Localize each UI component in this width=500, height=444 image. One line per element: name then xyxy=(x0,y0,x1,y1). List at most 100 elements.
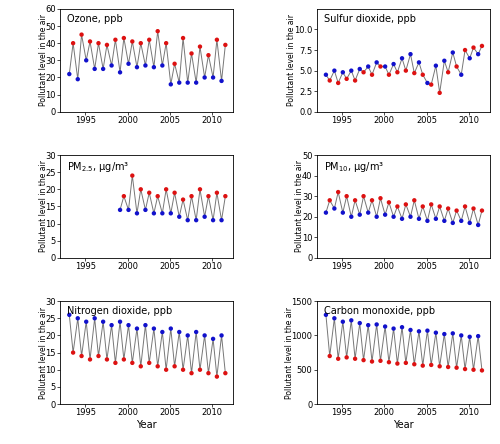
Point xyxy=(86,38,94,45)
Point xyxy=(415,59,423,66)
Point xyxy=(381,63,389,70)
Point xyxy=(360,357,368,364)
Point xyxy=(334,355,342,362)
Point xyxy=(449,330,457,337)
Point xyxy=(322,209,330,216)
Point xyxy=(424,217,432,224)
Point xyxy=(82,57,90,64)
Point xyxy=(154,28,162,35)
Point xyxy=(176,79,184,86)
Point xyxy=(427,201,435,208)
Point xyxy=(452,207,460,214)
Point xyxy=(342,75,350,83)
Point xyxy=(154,193,162,200)
Point xyxy=(196,186,204,193)
Y-axis label: Pollutant level in the air: Pollutant level in the air xyxy=(288,14,296,106)
Point xyxy=(444,364,452,371)
Point xyxy=(334,79,342,87)
Point xyxy=(474,333,482,340)
Point xyxy=(142,62,150,69)
Point xyxy=(457,332,465,339)
Point xyxy=(116,69,124,76)
Point xyxy=(200,213,208,220)
Point xyxy=(342,193,350,200)
Point xyxy=(390,60,398,67)
Point xyxy=(436,203,444,210)
Point xyxy=(158,62,166,69)
Point xyxy=(348,67,356,74)
Point xyxy=(176,213,184,220)
Point xyxy=(398,55,406,62)
Point xyxy=(432,62,440,69)
Point xyxy=(133,210,141,217)
Y-axis label: Pollutant level in the air: Pollutant level in the air xyxy=(285,307,294,399)
Point xyxy=(356,320,364,327)
Point xyxy=(78,353,86,360)
X-axis label: Year: Year xyxy=(393,420,413,430)
Point xyxy=(176,329,184,336)
Point xyxy=(94,40,102,47)
Point xyxy=(436,363,444,370)
Point xyxy=(192,329,200,336)
Point xyxy=(112,359,120,366)
Point xyxy=(192,79,200,86)
Point xyxy=(326,353,334,360)
Y-axis label: Pollutant level in the air: Pollutant level in the air xyxy=(38,160,48,253)
Point xyxy=(120,35,128,42)
Point xyxy=(339,318,347,325)
Point xyxy=(128,172,136,179)
Point xyxy=(342,354,350,361)
Point xyxy=(213,36,221,44)
Point xyxy=(461,47,469,54)
Y-axis label: Pollutant level in the air: Pollutant level in the air xyxy=(38,307,48,399)
Text: Nitrogen dioxide, ppb: Nitrogen dioxide, ppb xyxy=(67,306,172,316)
Point xyxy=(406,213,414,220)
Point xyxy=(142,321,150,329)
Point xyxy=(394,69,402,76)
Point xyxy=(167,81,175,88)
Point xyxy=(137,40,145,47)
Point xyxy=(457,71,465,78)
Point xyxy=(145,359,153,366)
Point xyxy=(196,43,204,50)
Y-axis label: Pollutant level in the air: Pollutant level in the air xyxy=(295,160,304,253)
Point xyxy=(368,358,376,365)
Point xyxy=(99,318,107,325)
Point xyxy=(124,206,132,214)
Point xyxy=(222,193,230,200)
Point xyxy=(440,57,448,64)
Point xyxy=(204,193,212,200)
Point xyxy=(218,77,226,84)
Point xyxy=(474,222,482,229)
Point xyxy=(452,63,460,70)
Point xyxy=(94,353,102,360)
Point xyxy=(427,81,435,88)
Point xyxy=(218,217,226,224)
Point xyxy=(218,332,226,339)
Point xyxy=(74,75,82,83)
Point xyxy=(162,40,170,47)
Point xyxy=(348,213,356,220)
Point xyxy=(222,41,230,48)
Point xyxy=(120,356,128,363)
Point xyxy=(192,217,200,224)
Point xyxy=(385,199,393,206)
Point xyxy=(478,367,486,374)
Point xyxy=(184,79,192,86)
Point xyxy=(137,186,145,193)
Point xyxy=(436,89,444,96)
Point xyxy=(440,330,448,337)
Point xyxy=(330,315,338,322)
Point xyxy=(478,42,486,49)
Point xyxy=(128,38,136,45)
Point xyxy=(66,71,74,78)
Point xyxy=(376,357,384,365)
Point xyxy=(158,329,166,336)
Point xyxy=(179,366,187,373)
Point xyxy=(424,327,432,334)
Point xyxy=(452,364,460,371)
Point xyxy=(200,332,208,339)
Point xyxy=(461,365,469,373)
Point xyxy=(402,359,410,366)
Point xyxy=(158,210,166,217)
